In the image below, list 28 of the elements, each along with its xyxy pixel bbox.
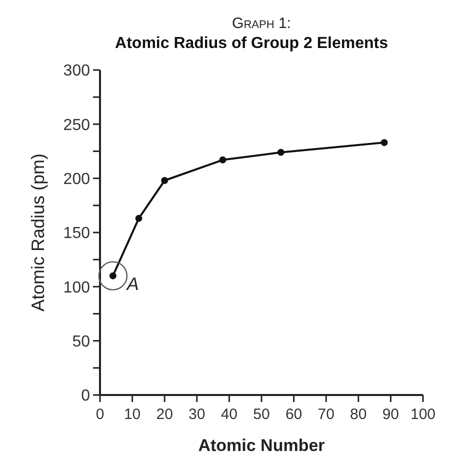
x-axis-title: Atomic Number [198, 436, 326, 455]
x-tick-label: 10 [124, 406, 141, 423]
x-tick-label: 40 [220, 406, 238, 423]
point [277, 148, 284, 156]
point [219, 156, 226, 164]
y-tick-label: 150 [63, 225, 90, 242]
chart-subtitle: Atomic Radius of Group 2 Elements [115, 35, 388, 52]
y-tick-label: 50 [72, 333, 90, 350]
y-tick-label: 300 [63, 62, 90, 80]
x-tick-label: 90 [382, 406, 400, 423]
x-tick-label: 60 [285, 406, 302, 423]
x-tick-label: 80 [350, 406, 367, 423]
y-axis-title: Atomic Radius (pm) [28, 153, 48, 312]
y-tick-label: 100 [63, 279, 90, 296]
y-tick-label: 0 [81, 388, 90, 405]
x-tick-label: 0 [96, 406, 104, 423]
x-tick-label: 100 [410, 406, 436, 423]
annotation: A [126, 274, 139, 294]
point [380, 139, 388, 146]
point [161, 177, 168, 184]
point [135, 214, 142, 222]
x-tick-label: 70 [318, 406, 334, 423]
y-tick-label: 200 [63, 170, 90, 188]
x-tick-label: 30 [188, 406, 206, 423]
x-tick-label: 20 [156, 406, 173, 423]
chart-title: Graph 1: [232, 15, 291, 32]
x-tick-label: 50 [253, 406, 270, 423]
y-tick-label: 250 [63, 116, 90, 134]
